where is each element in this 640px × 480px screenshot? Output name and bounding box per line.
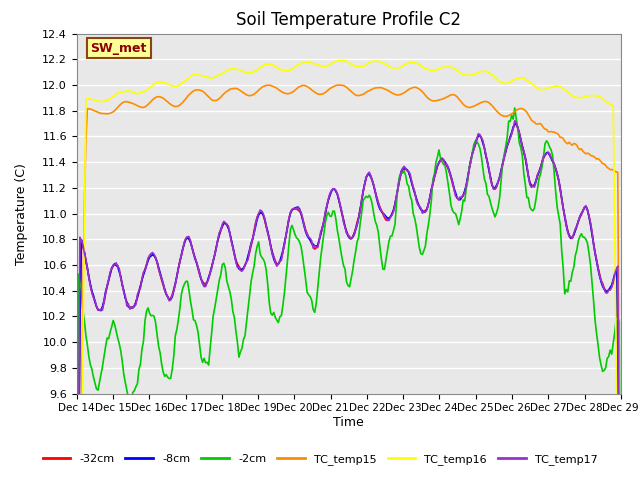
-32cm (588, 230, 596, 236)
-2cm (140, 338, 147, 344)
-8cm (235, 266, 243, 272)
TC_temp15 (140, 105, 147, 110)
-32cm (253, 214, 261, 220)
-8cm (588, 231, 596, 237)
-32cm (235, 264, 243, 269)
TC_temp16 (311, 61, 319, 67)
TC_temp17 (140, 269, 147, 275)
Line: TC_temp15: TC_temp15 (77, 85, 621, 480)
Line: TC_temp17: TC_temp17 (77, 120, 621, 480)
Line: -2cm: -2cm (77, 108, 621, 480)
-8cm (262, 223, 270, 228)
TC_temp16 (262, 61, 270, 67)
TC_temp16 (253, 67, 261, 73)
TC_temp17 (235, 264, 243, 270)
TC_temp17 (511, 118, 518, 123)
-2cm (262, 267, 270, 273)
Line: -32cm: -32cm (77, 124, 621, 480)
TC_temp17 (588, 228, 596, 234)
TC_temp15 (235, 87, 243, 93)
TC_temp16 (140, 89, 147, 95)
-8cm (513, 121, 520, 127)
TC_temp15 (335, 82, 343, 88)
-32cm (311, 246, 319, 252)
TC_temp17 (311, 242, 319, 248)
-32cm (511, 121, 518, 127)
TC_temp16 (338, 58, 346, 63)
Text: SW_met: SW_met (90, 42, 147, 55)
TC_temp15 (253, 89, 261, 95)
Y-axis label: Temperature (C): Temperature (C) (15, 163, 28, 264)
X-axis label: Time: Time (333, 416, 364, 429)
-2cm (588, 279, 596, 285)
TC_temp15 (311, 89, 319, 95)
Title: Soil Temperature Profile C2: Soil Temperature Profile C2 (236, 11, 461, 29)
-2cm (511, 105, 518, 111)
TC_temp16 (235, 67, 243, 72)
TC_temp15 (262, 83, 270, 88)
TC_temp17 (253, 215, 261, 220)
-32cm (262, 224, 270, 230)
-2cm (311, 310, 319, 315)
-8cm (253, 216, 261, 222)
-32cm (140, 270, 147, 276)
TC_temp17 (262, 223, 270, 229)
TC_temp15 (588, 153, 596, 159)
-2cm (253, 243, 261, 249)
TC_temp16 (588, 93, 596, 98)
-8cm (140, 272, 147, 278)
Legend: -32cm, -8cm, -2cm, TC_temp15, TC_temp16, TC_temp17: -32cm, -8cm, -2cm, TC_temp15, TC_temp16,… (38, 450, 602, 469)
-8cm (311, 243, 319, 249)
Line: TC_temp16: TC_temp16 (77, 60, 621, 480)
Line: -8cm: -8cm (77, 124, 621, 480)
-2cm (235, 354, 243, 360)
